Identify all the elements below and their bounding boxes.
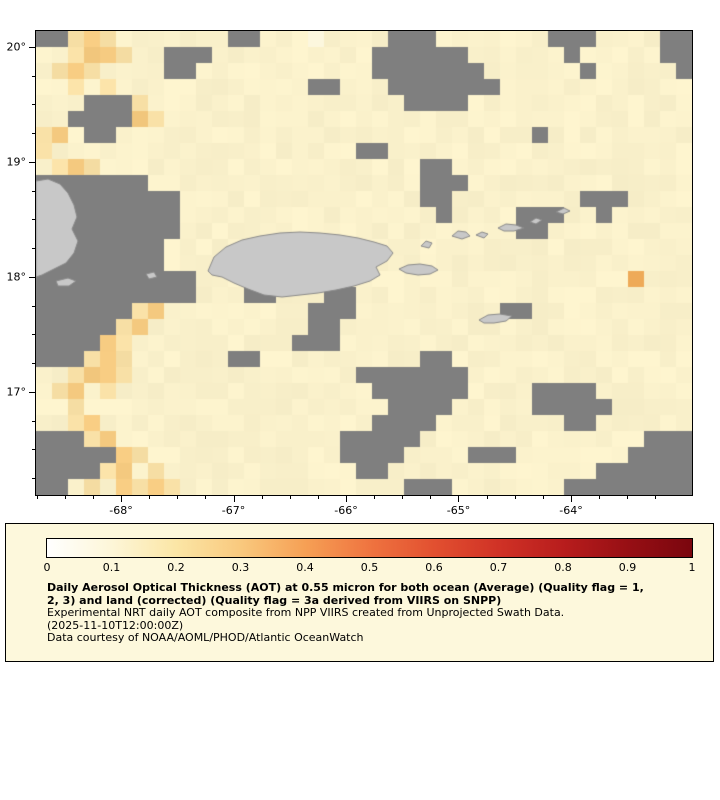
x-minor-tick <box>205 496 207 499</box>
colorbar-tick-label: 0.9 <box>618 561 637 574</box>
x-minor-tick <box>430 496 432 499</box>
x-minor-tick <box>149 496 151 499</box>
colorbar-tick-label: 0.6 <box>425 561 443 574</box>
x-tick-label: -68° <box>109 504 133 517</box>
x-minor-tick <box>261 496 263 499</box>
x-major-tick <box>346 496 347 502</box>
colorbar-tick-label: 1 <box>688 561 696 574</box>
x-tick-label: -64° <box>559 504 583 517</box>
y-tick-label: 20° <box>6 40 27 54</box>
x-minor-tick <box>627 496 629 499</box>
colorbar-tick-label: 0.2 <box>167 561 185 574</box>
x-minor-tick <box>36 496 38 499</box>
colorbar-tick-label: 0.1 <box>102 561 121 574</box>
x-major-tick <box>570 496 572 502</box>
colorbar-tick-label: 0 <box>43 561 51 574</box>
x-minor-tick <box>64 496 66 499</box>
x-minor-tick <box>177 496 179 499</box>
x-minor-tick <box>92 496 94 499</box>
y-tick-label: 19° <box>6 155 27 169</box>
colorbar-tick-label: 0.5 <box>360 561 379 574</box>
legend-title-line2: 2, 3) and land (corrected) (Quality flag… <box>47 593 502 607</box>
x-minor-tick <box>289 496 291 499</box>
legend-timestamp: (2025-11-10T12:00:00Z) <box>47 618 184 632</box>
colorbar-tick-label: 0.8 <box>554 561 572 574</box>
x-minor-tick <box>486 496 488 499</box>
colorbar <box>46 538 693 558</box>
x-major-tick <box>458 496 460 502</box>
x-tick-label: -66° <box>334 504 358 517</box>
x-minor-tick <box>655 496 657 499</box>
x-minor-tick <box>599 496 601 499</box>
legend-subtitle: Experimental NRT daily AOT composite fro… <box>47 606 565 619</box>
x-minor-tick <box>374 496 376 499</box>
colorbar-tick-label: 0.4 <box>296 561 314 574</box>
y-tick-label: 18° <box>6 270 27 284</box>
x-minor-tick <box>317 496 319 499</box>
aot-raster-map <box>36 31 692 495</box>
legend-panel: 0 0.1 0.2 0.3 0.4 0.5 0.6 0.7 0.8 0.9 1 Daily Aero… <box>5 523 714 662</box>
legend-credit: Data courtesy of NOAA/AOML/PHOD/Atlantic… <box>47 631 364 644</box>
x-tick-label: -67° <box>221 504 246 517</box>
y-tick-label: 17° <box>6 385 27 399</box>
colorbar-tick-label: 0.3 <box>231 561 250 574</box>
legend-title-line1: Daily Aerosol Optical Thickness (AOT) at… <box>47 581 644 594</box>
x-major-tick <box>233 496 235 502</box>
x-minor-tick <box>514 496 516 499</box>
colorbar-tick-label: 0.7 <box>489 561 508 574</box>
x-tick-label: -65° <box>446 504 471 517</box>
x-minor-tick <box>542 496 544 499</box>
x-minor-tick <box>402 496 404 499</box>
x-major-tick <box>121 496 122 502</box>
legend-text-block: Daily Aerosol Optical Thickness (AOT) at… <box>47 581 707 645</box>
map-plot <box>35 30 693 496</box>
